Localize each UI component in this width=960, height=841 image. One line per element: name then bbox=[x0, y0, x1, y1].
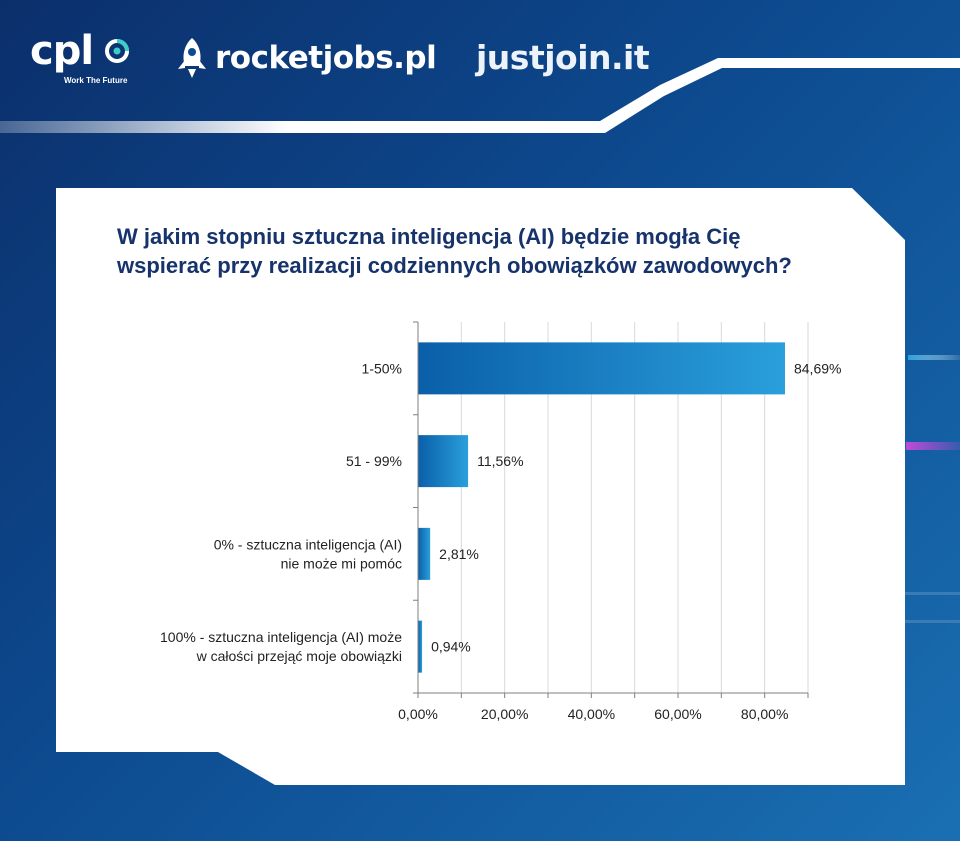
category-label: 51 - 99% bbox=[346, 453, 402, 469]
cpl-ring-icon bbox=[105, 39, 129, 63]
category-label: 100% - sztuczna inteligencja (AI) może bbox=[160, 629, 402, 645]
cpl-logo: cpl Work The Future bbox=[30, 28, 140, 85]
x-tick-label: 60,00% bbox=[654, 706, 701, 722]
data-label: 2,81% bbox=[439, 546, 479, 562]
chart-title-line-2: wspierać przy realizacji codziennych obo… bbox=[117, 253, 792, 278]
rocket-icon bbox=[178, 38, 206, 78]
x-tick-label: 0,00% bbox=[398, 706, 438, 722]
x-tick-label: 40,00% bbox=[568, 706, 615, 722]
data-label: 0,94% bbox=[431, 639, 471, 655]
labels: 0,00% 20,00% 40,00% 60,00% 80,00% 84,69% 1-50%… bbox=[160, 360, 841, 722]
chart-title: W jakim stopniu sztuczna inteligencja (A… bbox=[117, 222, 877, 280]
category-label: w całości przejąć moje obowiązki bbox=[196, 648, 402, 664]
data-label: 84,69% bbox=[794, 360, 841, 376]
bar bbox=[418, 342, 785, 395]
data-label: 11,56% bbox=[477, 453, 523, 469]
chart-title-line-1: W jakim stopniu sztuczna inteligencja (A… bbox=[117, 224, 741, 249]
category-label: nie może mi pomóc bbox=[281, 555, 402, 571]
rocketjobs-logo-text: rocketjobs.pl bbox=[215, 40, 437, 76]
cpl-logo-text: cpl bbox=[30, 28, 94, 74]
cpl-tagline: Work The Future bbox=[64, 76, 128, 85]
bar bbox=[418, 527, 431, 580]
bar bbox=[418, 620, 423, 673]
bar bbox=[418, 435, 469, 488]
x-tick-label: 80,00% bbox=[741, 706, 788, 722]
x-tick-label: 20,00% bbox=[481, 706, 528, 722]
axes bbox=[413, 321, 809, 698]
category-label: 0% - sztuczna inteligencja (AI) bbox=[214, 536, 402, 552]
justjoin-logo-text: justjoin.it bbox=[476, 38, 650, 77]
bars bbox=[418, 342, 785, 673]
category-label: 1-50% bbox=[362, 360, 402, 376]
